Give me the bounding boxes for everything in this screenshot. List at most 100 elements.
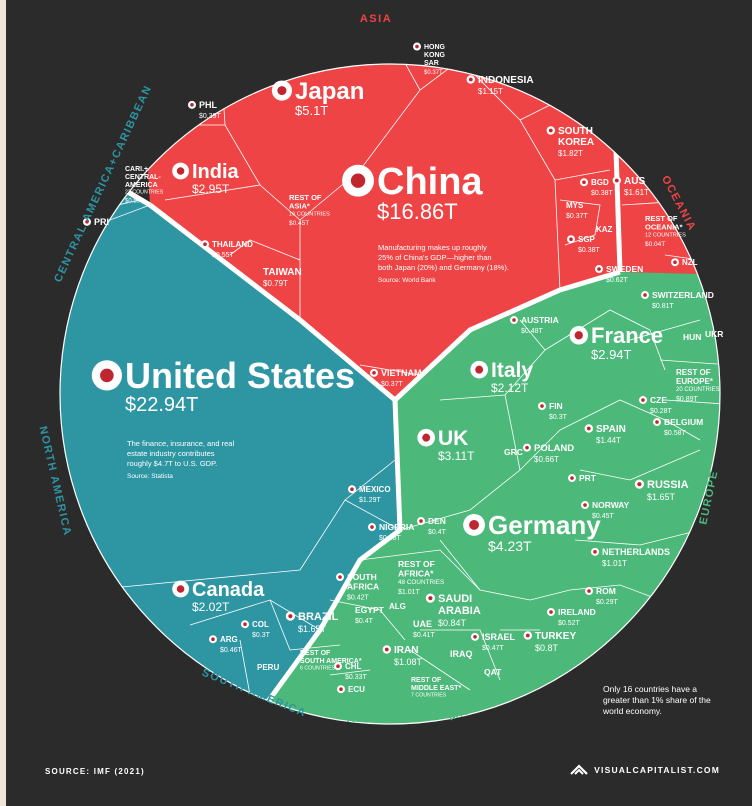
country-vietnam: VIETNAM $0.37T [370, 368, 422, 388]
country-value: $0.89T [676, 396, 699, 403]
country-name: VIETNAM [381, 368, 422, 378]
country-united-states: United States$22.94T [91, 355, 355, 416]
cell-edge [409, 649, 471, 691]
flag-emblem [597, 267, 601, 271]
source-credit: SOURCE: IMF (2021) [45, 767, 145, 776]
country-name: Italy [491, 359, 533, 382]
country-name: SGP [578, 235, 596, 244]
country-value: $0.42T [347, 595, 370, 602]
flag-emblem [336, 664, 340, 668]
country-value: $0.8T [535, 643, 559, 653]
country-subcount: 48 COUNTRIES [398, 579, 444, 586]
country-name: COL [252, 620, 269, 629]
country-name-line: KONG [424, 52, 446, 59]
flag-emblem [614, 178, 619, 183]
country-name: UKR [705, 329, 723, 339]
country-name: HUN [683, 332, 701, 342]
country-rom: ROM $0.29T [585, 586, 619, 606]
country-iran: IRAN$1.08T [382, 645, 423, 667]
country-subcount: 7 COUNTRIES [411, 692, 447, 698]
country-value: $1.29T [359, 497, 382, 504]
country-value: $0.04T [645, 241, 665, 248]
cell-edge [89, 459, 396, 591]
country-name: ARG [220, 635, 238, 644]
country-value: $16.86T [377, 199, 458, 224]
cell-edge [329, 599, 406, 641]
china-note-line: 25% of China's GDP—higher than [378, 253, 492, 262]
country-name-line: HONG [424, 44, 446, 51]
country-bgd: BGD $0.38T [580, 178, 614, 197]
country-value: $0.47T [482, 645, 505, 652]
country-name: KAZ [596, 225, 613, 234]
country-name: PRT [579, 473, 597, 483]
country-thailand: THAILAND $0.55T [201, 240, 253, 259]
country-qat: QAT [484, 667, 502, 677]
cell-edge [420, 629, 501, 681]
country-ukr: UKR [705, 329, 723, 339]
country-value: $0.38T [578, 247, 601, 254]
country-prt: PRT [568, 473, 597, 483]
country-name-line: AMERICA [125, 182, 158, 189]
country-name-line: REST OF [411, 677, 442, 684]
country-name: BGD [591, 178, 609, 187]
us-note-source: Source: Statista [127, 473, 173, 480]
country-subcount: 22 COUNTRIES [125, 189, 164, 195]
flag-emblem [384, 647, 389, 652]
footnote: Only 16 countries have a greater than 1%… [603, 684, 711, 716]
country-value: $2.02T [192, 600, 230, 614]
country-value: $1.61T [624, 188, 649, 197]
cell-edge [399, 429, 561, 531]
flag-emblem [415, 44, 419, 49]
country-name-line: CARI.+ [125, 166, 148, 173]
country-name: BELGIUM [664, 417, 703, 427]
flag-emblem [525, 445, 529, 450]
flag-emblem [469, 519, 479, 530]
flag-emblem [372, 371, 376, 375]
country-turkey: TURKEY$0.8T [523, 631, 576, 653]
flag-emblem [422, 433, 431, 442]
country-name: IRAQ [450, 649, 473, 659]
brand-text: VISUALCAPITALIST.COM [594, 765, 720, 775]
country-value: $0.28T [650, 408, 673, 415]
cell-edge [299, 64, 461, 221]
cell-edge [579, 449, 701, 481]
region-americas-fill [60, 140, 400, 724]
flag-emblem [428, 596, 433, 601]
country-value: $0.58T [664, 430, 687, 437]
country-name-line: SAR [424, 60, 439, 67]
country-name: France [591, 323, 663, 348]
country-nigeria: NIGERIA $0.48T [368, 522, 414, 542]
flag-emblem [641, 398, 645, 402]
brand[interactable]: VISUALCAPITALIST.COM [570, 764, 720, 776]
country-name: China [377, 161, 483, 203]
country-name: United States [125, 355, 355, 396]
flag-emblem [370, 525, 374, 529]
country-name: India [192, 161, 240, 183]
country-indonesia: INDONESIA$1.15T [466, 75, 534, 96]
cell-edge [559, 199, 601, 246]
country-value: $0.3T [252, 632, 271, 639]
country-hun: HUN [683, 332, 701, 342]
china-note-line: Manufacturing makes up roughly [378, 243, 487, 252]
country-value: $1.82T [558, 149, 583, 158]
country-name-line: SAUDI [438, 593, 472, 605]
country-name: INDONESIA [478, 75, 534, 86]
country-chl: CHL $0.33T [334, 662, 368, 681]
country-netherlands: NETHERLANDS $1.01T [591, 547, 670, 568]
country-name: PHL [199, 100, 218, 110]
country-name: IRAN [394, 645, 418, 656]
country-name: FIN [549, 401, 563, 411]
flag-emblem [637, 482, 642, 487]
cell-edge [439, 319, 546, 401]
country-name: BRAZIL [298, 611, 339, 623]
flag-emblem [203, 242, 207, 246]
visual-capitalist-logo-icon [570, 764, 588, 775]
country-value: $0.29T [596, 599, 619, 606]
